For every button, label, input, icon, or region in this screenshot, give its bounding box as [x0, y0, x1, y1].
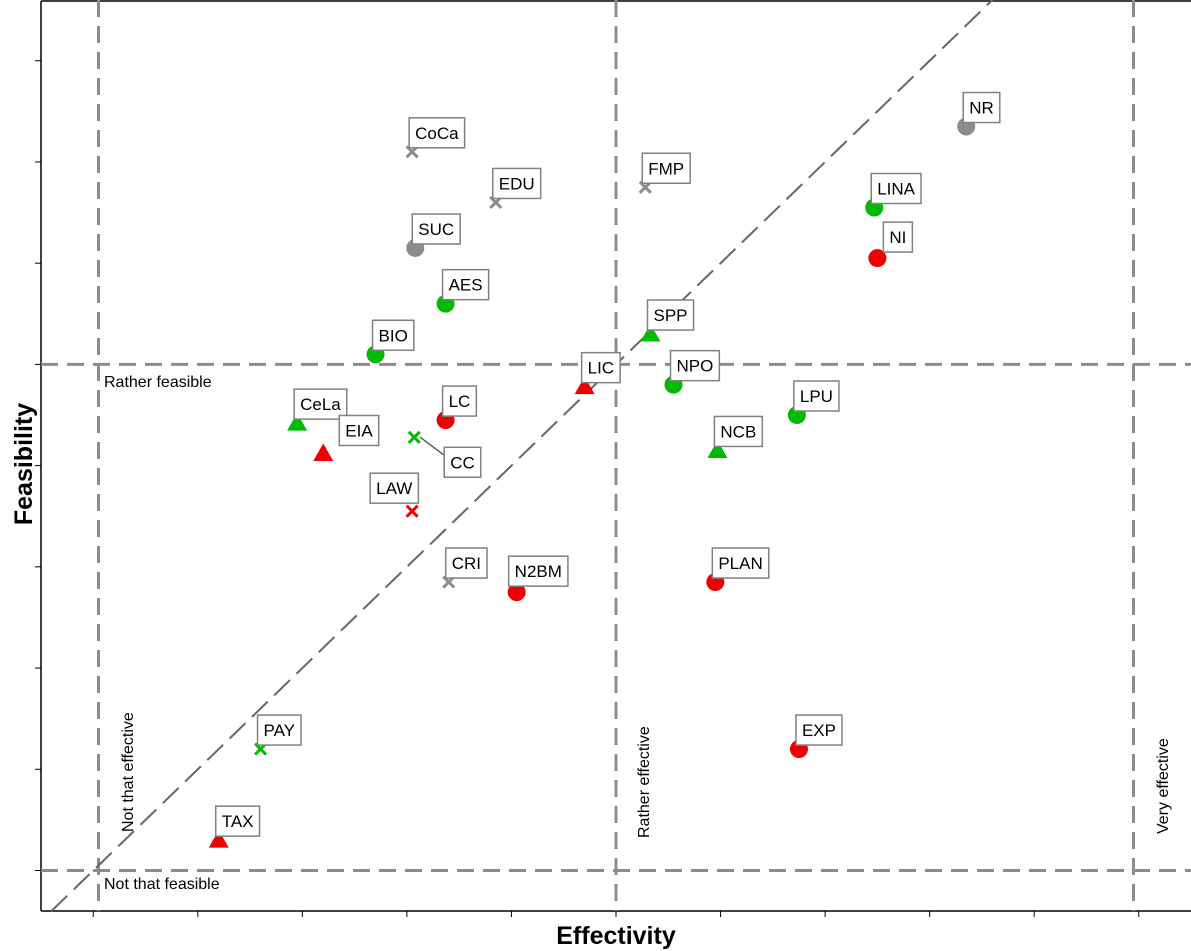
zone-label-very-effective: Very effective: [1155, 738, 1172, 834]
svg-text:NR: NR: [969, 99, 994, 118]
point-cc: [407, 430, 421, 444]
point-label-cri: CRI: [444, 547, 488, 579]
point-label-law: LAW: [369, 472, 420, 504]
svg-text:N2BM: N2BM: [515, 562, 562, 581]
svg-text:EDU: EDU: [499, 174, 535, 193]
svg-text:NI: NI: [889, 228, 906, 247]
point-label-ncb: NCB: [713, 415, 764, 448]
point-label-cc: CC: [443, 446, 482, 479]
point-ni: [868, 249, 887, 268]
point-label-aes: AES: [441, 268, 490, 301]
svg-text:TAX: TAX: [222, 812, 254, 831]
y-axis-title: Feasibility: [10, 403, 38, 525]
point-lic: [574, 376, 595, 395]
point-label-edu: EDU: [492, 167, 542, 200]
point-label-nr: NR: [962, 91, 1001, 124]
svg-text:LIC: LIC: [588, 359, 614, 378]
svg-text:BIO: BIO: [379, 326, 408, 345]
point-label-eia: EIA: [338, 414, 380, 447]
svg-text:LINA: LINA: [877, 180, 915, 199]
point-label-lic: LIC: [580, 351, 621, 384]
svg-text:PLAN: PLAN: [718, 554, 762, 573]
point-label-bio: BIO: [371, 319, 415, 352]
point-law: [405, 504, 419, 518]
point-n2bm: [507, 583, 526, 602]
diagonal-reference-line: [50, 0, 994, 912]
point-label-n2bm: N2BM: [507, 555, 569, 587]
point-tax: [208, 830, 229, 848]
svg-text:EIA: EIA: [345, 421, 373, 440]
svg-text:LAW: LAW: [376, 479, 412, 498]
point-label-npo: NPO: [669, 349, 721, 382]
point-eia: [313, 443, 334, 461]
svg-text:AES: AES: [449, 276, 483, 295]
point-label-ni: NI: [882, 221, 914, 253]
svg-text:LC: LC: [449, 392, 471, 411]
zone-label-rather-effective: Rather effective: [636, 726, 653, 838]
zone-label-not-that-effective: Not that effective: [120, 712, 137, 832]
point-label-tax: TAX: [214, 805, 261, 837]
zone-label-rather-feasible: Rather feasible: [104, 374, 212, 391]
svg-text:PAY: PAY: [264, 721, 296, 740]
point-label-pay: PAY: [256, 714, 302, 746]
svg-text:NCB: NCB: [720, 422, 756, 441]
svg-text:LPU: LPU: [800, 387, 833, 406]
svg-text:NPO: NPO: [677, 357, 714, 376]
svg-text:CeLa: CeLa: [300, 395, 341, 414]
point-label-cela: CeLa: [293, 388, 348, 420]
point-cela: [287, 413, 308, 431]
point-label-spp: SPP: [646, 299, 695, 331]
leader-line: [419, 436, 445, 456]
x-axis-title: Effectivity: [556, 922, 676, 950]
point-label-lc: LC: [441, 385, 478, 417]
point-label-exp: EXP: [795, 714, 843, 746]
svg-text:CRI: CRI: [452, 554, 481, 573]
svg-text:FMP: FMP: [648, 159, 684, 178]
svg-text:SUC: SUC: [418, 220, 454, 239]
point-label-suc: SUC: [411, 213, 461, 245]
point-label-coca: CoCa: [408, 117, 466, 149]
zone-label-not-that-feasible: Not that feasible: [104, 876, 220, 893]
svg-text:CoCa: CoCa: [415, 124, 459, 143]
svg-text:CC: CC: [450, 453, 475, 472]
point-label-fmp: FMP: [641, 152, 691, 185]
point-label-lina: LINA: [870, 172, 922, 205]
svg-text:SPP: SPP: [654, 306, 688, 325]
svg-text:EXP: EXP: [802, 721, 836, 740]
point-label-plan: PLAN: [711, 547, 770, 579]
point-label-lpu: LPU: [793, 380, 840, 412]
point-ncb: [707, 440, 728, 458]
point-spp: [640, 324, 661, 342]
